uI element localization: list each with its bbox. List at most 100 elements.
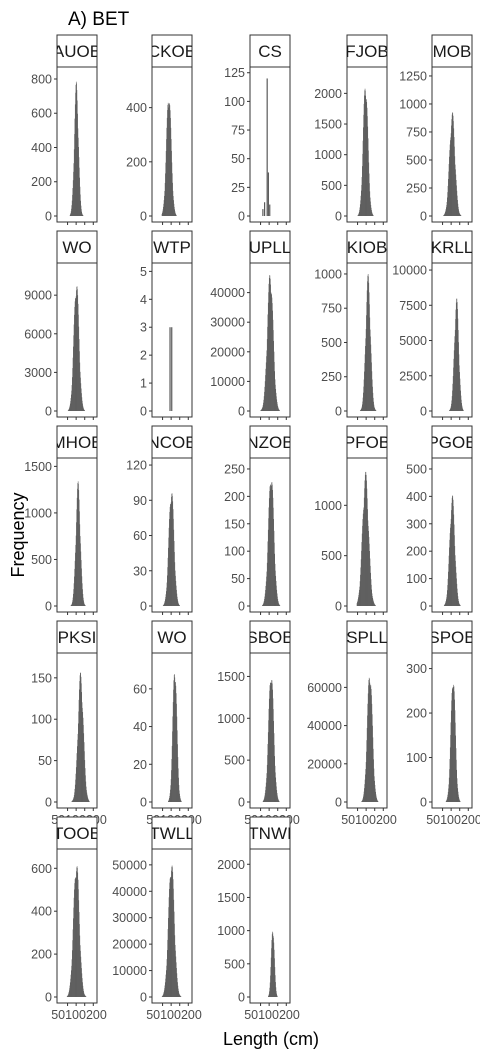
histogram-bar [79,689,80,802]
histogram-bar [269,204,271,216]
histogram-bar [81,968,82,997]
histogram-bar [269,491,270,606]
histogram-bar [70,974,72,997]
histogram-bar [357,215,359,216]
y-tick-label: 0 [335,796,342,810]
histogram-bar [81,393,82,411]
histogram-bar [164,982,166,997]
histogram-bar [274,379,276,411]
histogram-bar [73,163,75,216]
histogram-bar [360,410,361,411]
histogram-bar [455,179,457,216]
histogram-bar [276,402,278,411]
histogram-bar [172,716,174,802]
histogram-bar [459,800,461,802]
histogram-bar [452,688,453,802]
y-tick-label: 1000 [24,506,52,520]
histogram-bar [451,400,453,411]
histogram-bar [265,375,266,411]
histogram-bar [72,929,74,997]
histogram-bar [76,286,78,411]
histogram-bar [362,153,363,216]
histogram-bar [370,204,372,216]
histogram-bar [361,533,363,606]
histogram-bar [77,733,79,802]
histogram-bar [275,772,276,802]
histogram-bar [270,682,271,802]
histogram-bar [162,212,163,216]
histogram-bar [377,801,379,802]
facet-panel-wobs: WO020406050100200 [133,620,202,827]
histogram-bar [75,877,77,997]
histogram-bar [369,183,370,216]
histogram-bar [173,689,174,802]
histogram-bar [359,207,361,216]
histogram-bar [264,381,266,411]
histogram-bar [72,602,73,606]
histogram-bar [71,200,73,216]
histogram-bar [173,529,175,606]
histogram-bar [375,409,376,411]
histogram-bar [272,489,273,606]
histogram-bar [274,975,276,997]
y-tick-label: 75 [231,124,245,138]
y-tick-label: 400 [126,101,147,115]
histogram-bar [447,185,449,216]
histogram-bar [369,550,370,606]
histogram-bar [72,597,74,606]
y-tick-label: 600 [31,862,52,876]
histogram-bar [363,507,365,606]
y-tick-label: 1000 [399,97,427,111]
histogram-bar [77,128,79,216]
y-tick-label: 10000 [112,964,147,978]
histogram-bar [79,351,80,411]
histogram-bar [270,485,271,606]
histogram-bar [374,603,375,606]
y-tick-label: 40 [133,720,147,734]
histogram-bar [268,507,270,606]
y-tick-label: 200 [406,545,427,559]
histogram-bar [87,797,89,802]
histogram-bar [363,497,365,606]
y-tick-label: 5000 [399,334,427,348]
histogram-bar [457,318,459,411]
histogram-bar [76,90,78,216]
histogram-bar [266,576,267,606]
histogram-bar [279,605,281,606]
histogram-bar [271,934,273,997]
y-tick-label: 250 [406,181,427,195]
histogram-bar [448,171,449,216]
histogram-bar [459,212,460,216]
facet-panel-twll: TWLL 0 10000 20000 30000 40000 50000 50100200 [112,816,202,1022]
histogram-bar [80,377,81,411]
histogram-bar [172,190,174,216]
histogram-bar [365,471,367,606]
histogram-bar [85,605,86,606]
histogram-bar [78,339,80,411]
histogram-bar [261,409,262,411]
histogram-bar [363,103,365,216]
histogram-bar [75,92,76,216]
histogram-bar [180,996,181,997]
histogram-bar [453,686,454,802]
histogram-bar [459,365,460,411]
histogram-bar [176,973,178,997]
histogram-bar [267,172,269,216]
histogram-bar [360,200,361,216]
histogram-bar [454,156,456,216]
histogram-bar [79,186,81,216]
histogram-bar [171,870,172,997]
histogram-bar [361,800,363,802]
histogram-bar [368,292,370,411]
histogram-bar [270,682,271,802]
histogram-bar [72,377,73,411]
histogram-bar [164,602,165,606]
histogram-bar [462,408,463,411]
histogram-bar [362,513,364,606]
histogram-bar [270,284,271,411]
y-tick-label: 1250 [399,69,427,83]
histogram-bar [268,708,270,802]
facet-strip-label: MHOB [52,433,103,452]
histogram-bar [277,798,279,802]
y-tick-label: 40000 [210,286,245,300]
